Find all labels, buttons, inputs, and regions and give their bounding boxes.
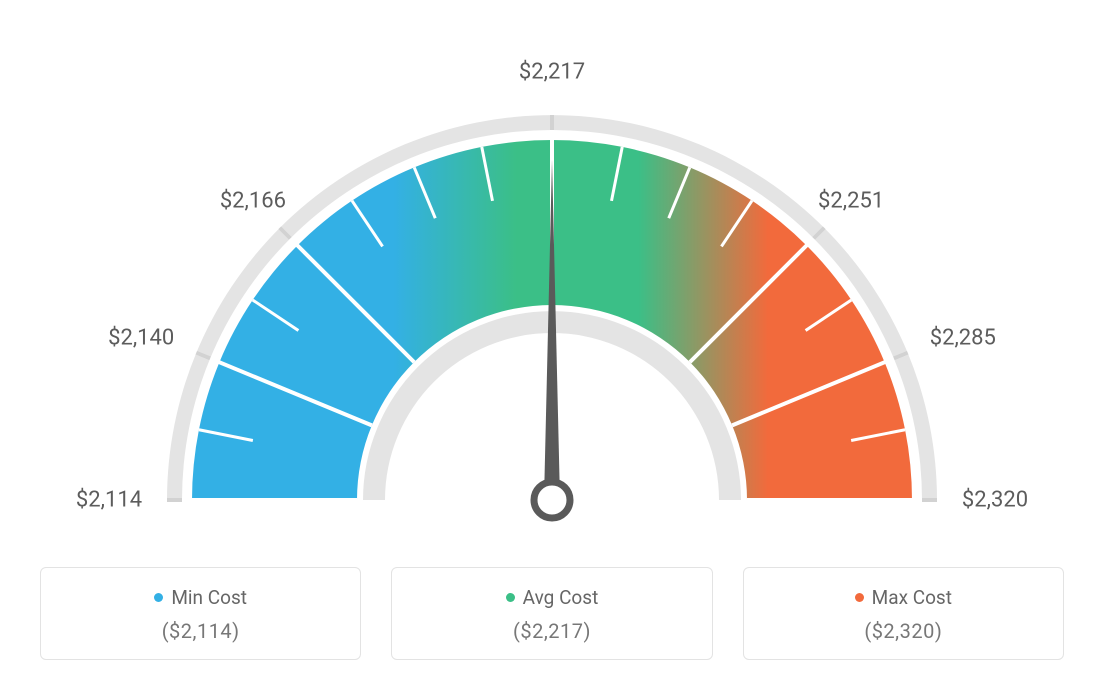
min-dot-icon	[154, 593, 163, 602]
summary-cards-row: Min Cost ($2,114) Avg Cost ($2,217) Max …	[40, 567, 1064, 660]
max-dot-icon	[855, 593, 864, 602]
max-cost-card: Max Cost ($2,320)	[743, 567, 1064, 660]
gauge-tick-label: $2,140	[108, 326, 174, 351]
avg-cost-card: Avg Cost ($2,217)	[391, 567, 712, 660]
avg-dot-icon	[506, 593, 515, 602]
gauge-tick-label: $2,320	[962, 488, 1028, 513]
avg-cost-label: Avg Cost	[523, 586, 599, 609]
min-cost-value: ($2,114)	[61, 619, 340, 643]
avg-cost-value: ($2,217)	[412, 619, 691, 643]
gauge-area: $2,114 $2,140 $2,166 $2,217 $2,251 $2,285 $2,3…	[0, 0, 1104, 560]
gauge-tick-label: $2,251	[818, 188, 884, 213]
gauge-tick-label: $2,114	[76, 488, 142, 513]
cost-gauge-infographic: $2,114 $2,140 $2,166 $2,217 $2,251 $2,285 $2,3…	[0, 0, 1104, 690]
min-cost-card: Min Cost ($2,114)	[40, 567, 361, 660]
gauge-tick-label: $2,217	[519, 60, 585, 85]
gauge-tick-label: $2,166	[220, 188, 286, 213]
max-cost-label: Max Cost	[872, 586, 952, 609]
min-cost-label-row: Min Cost	[61, 586, 340, 609]
avg-cost-label-row: Avg Cost	[412, 586, 691, 609]
gauge-tick-label: $2,285	[930, 326, 996, 351]
max-cost-value: ($2,320)	[764, 619, 1043, 643]
min-cost-label: Min Cost	[171, 586, 247, 609]
max-cost-label-row: Max Cost	[764, 586, 1043, 609]
